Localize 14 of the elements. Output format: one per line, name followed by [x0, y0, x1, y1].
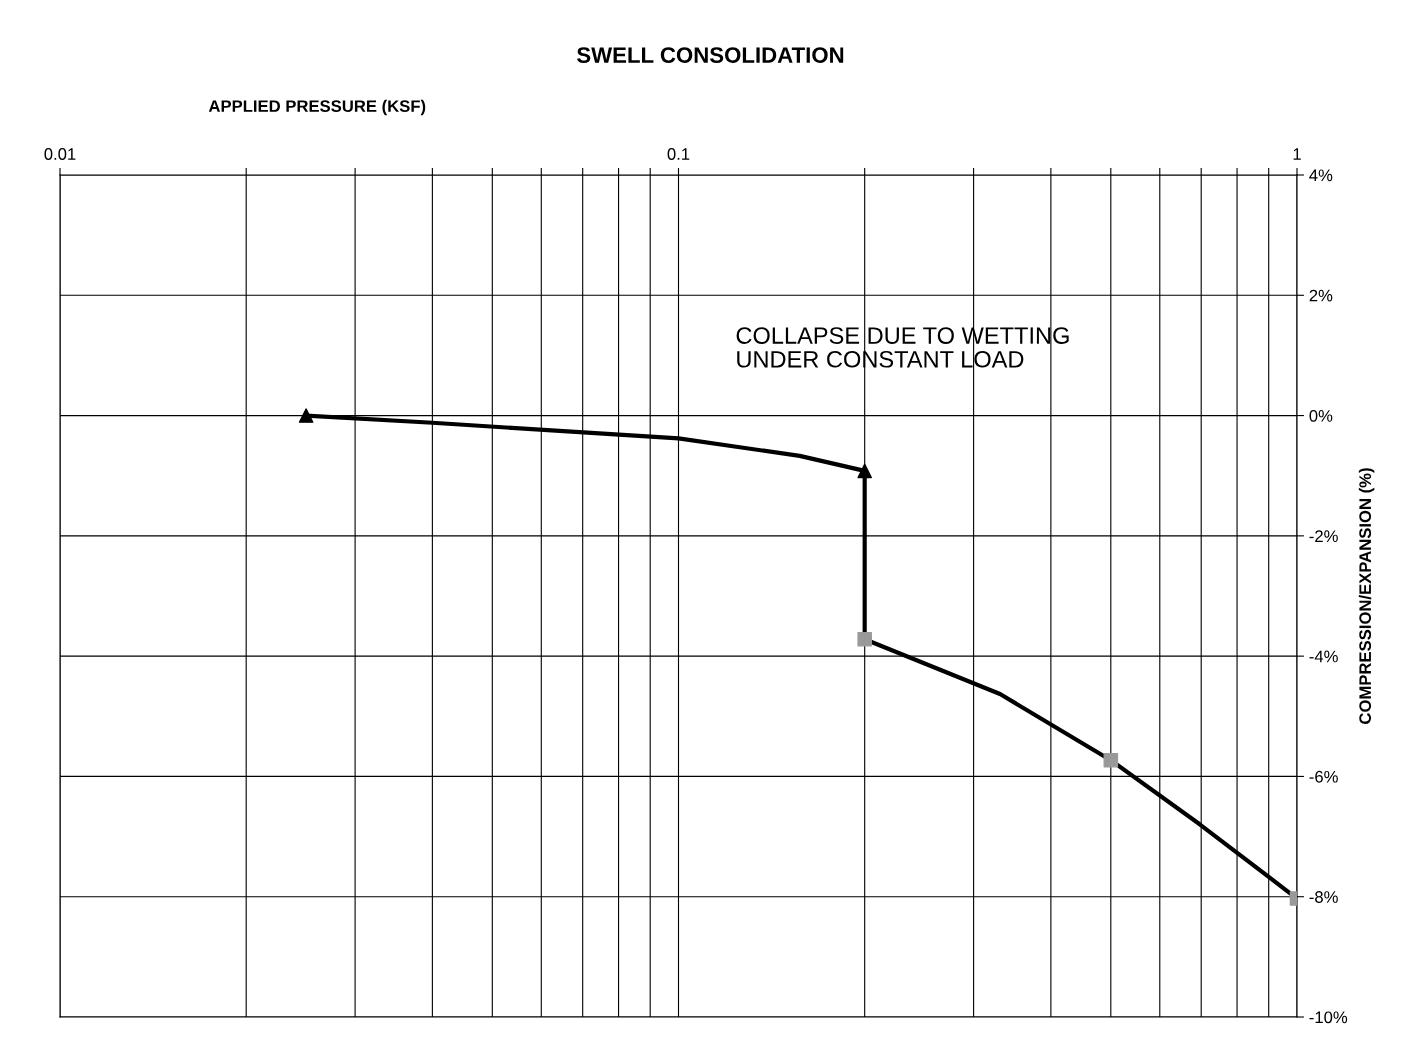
y-tick-label: -2% [1309, 530, 1338, 542]
x-tick-label: 0.1 [667, 148, 690, 160]
y-axis-title: COMPRESSION/EXPANSION (%) [1358, 468, 1375, 724]
y-tick-label: -8% [1309, 891, 1338, 903]
x-tick-label: 0.01 [44, 148, 76, 160]
x-axis-title: APPLIED PRESSURE (KSF) [208, 99, 426, 116]
y-tick-label: 4% [1309, 169, 1333, 182]
y-tick-label: 0% [1309, 409, 1333, 422]
y-tick-label: -10% [1309, 1011, 1348, 1024]
y-tick-label: -6% [1309, 770, 1338, 783]
y-tick-label: -4% [1309, 650, 1338, 663]
x-tick-label: 1 [1293, 148, 1301, 160]
chart-title: SWELL CONSOLIDATION [576, 47, 844, 63]
y-tick-label: 2% [1309, 289, 1333, 302]
